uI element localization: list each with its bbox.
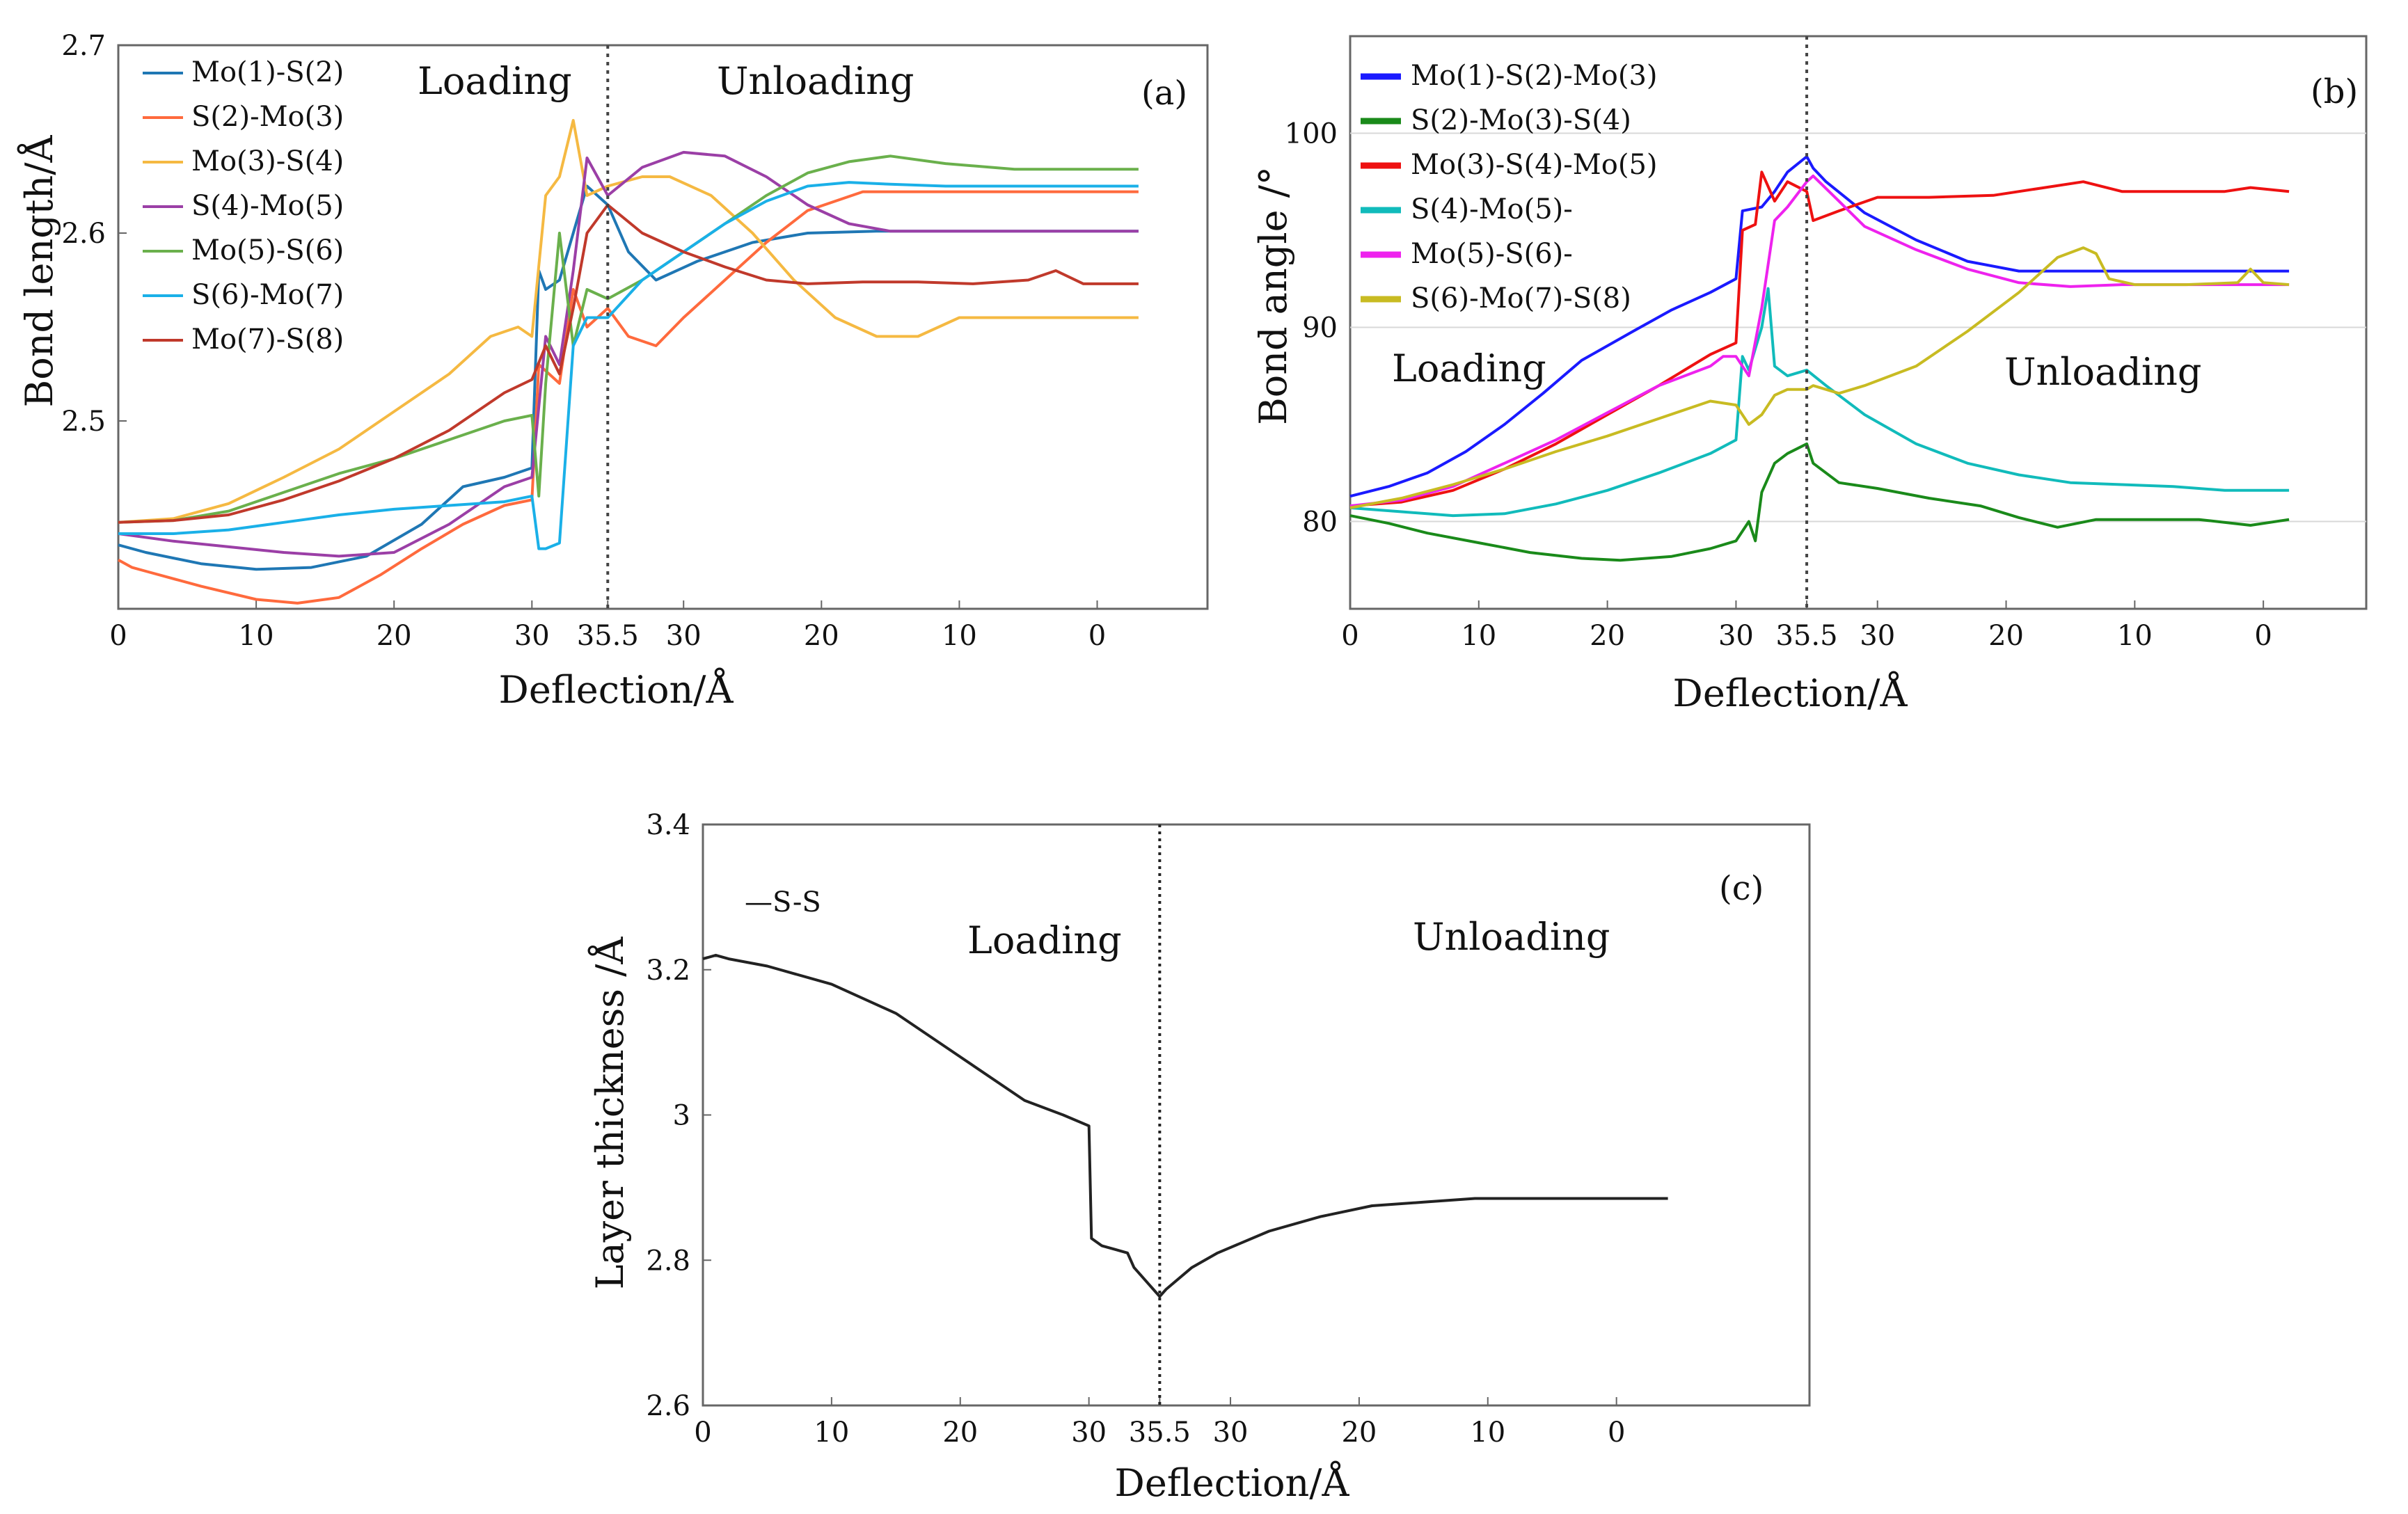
chart-b-legend-entry: S(4)-Mo(5)- — [1411, 193, 1573, 225]
chart-c-x-tick-label: 0 — [694, 1417, 711, 1449]
chart-a-x-tick-label: 0 — [109, 620, 127, 652]
chart-b-unloading-label: Unloading — [2004, 350, 2201, 394]
chart-b-loading-label: Loading — [1392, 346, 1546, 390]
chart-c-x-tick-label: 30 — [1213, 1417, 1249, 1449]
chart-a-x-tick-label: 10 — [239, 620, 274, 652]
chart-a-series-line — [118, 184, 1139, 571]
chart-a-series-line — [118, 181, 1139, 550]
chart-b-legend: Mo(1)-S(2)-Mo(3) S(2)-Mo(3)-S(4) Mo(3)-S(4… — [1361, 60, 1658, 314]
chart-a-panel-label: (a) — [1141, 74, 1187, 113]
chart-a-series-lines — [118, 119, 1139, 605]
chart-c-x-tick-label: 35.5 — [1129, 1417, 1191, 1449]
chart-b-series-line — [1349, 155, 2290, 498]
chart-a-loading-label: Loading — [418, 59, 572, 103]
chart-b-series-line — [1349, 442, 2290, 562]
chart-c-loading-label: Loading — [967, 918, 1122, 962]
chart-a-y-tick-label: 2.7 — [61, 30, 106, 62]
chart-c-x-axis-label: Deflection/Å — [1115, 1460, 1350, 1505]
chart-a-unloading-label: Unloading — [717, 59, 914, 103]
chart-b-x-tick-label: 20 — [1590, 620, 1625, 652]
chart-a-x-tick-label: 20 — [377, 620, 412, 652]
chart-a-series-line — [118, 119, 1139, 524]
chart-b-series-lines — [1349, 155, 2290, 562]
chart-c-x-tick-label: 20 — [1341, 1417, 1377, 1449]
chart-b-y-tick-label: 80 — [1302, 506, 1338, 538]
chart-c-y-tick-label: 2.8 — [646, 1245, 690, 1277]
chart-b-series-line — [1349, 287, 2290, 518]
chart-c-ticks: 0 10 20 30 35.5 30 20 10 02.62.833.23.4 — [646, 809, 1625, 1449]
chart-c-y-axis-label: Layer thickness /Å — [587, 937, 632, 1290]
chart-b-x-tick-label: 20 — [1988, 620, 2024, 652]
chart-a-series-line — [118, 154, 1139, 524]
chart-c-x-tick-label: 20 — [942, 1417, 978, 1449]
chart-a-legend-entry: Mo(3)-S(4) — [191, 145, 344, 177]
chart-b-series-line — [1349, 174, 2290, 508]
chart-c-series-line — [702, 953, 1668, 1298]
chart-a-legend-entry: Mo(1)-S(2) — [191, 56, 344, 88]
chart-c-x-tick-label: 10 — [1470, 1417, 1505, 1449]
chart-a-series-line — [118, 150, 1139, 558]
chart-b-x-axis-label: Deflection/Å — [1673, 670, 1908, 715]
chart-a-plot-frame — [117, 44, 1209, 610]
chart-b-plot-frame — [1349, 35, 2368, 610]
chart-a-legend-entry: S(2)-Mo(3) — [191, 101, 344, 133]
chart-a-x-axis-label: Deflection/Å — [499, 667, 734, 712]
chart-a-x-tick-label: 10 — [942, 620, 977, 652]
chart-b-y-tick-label: 90 — [1302, 312, 1338, 344]
chart-a-y-tick-label: 2.6 — [61, 218, 106, 250]
chart-a-series-line — [118, 203, 1139, 524]
chart-a-legend-entry: S(6)-Mo(7) — [191, 279, 344, 311]
chart-c-series-lines — [702, 953, 1668, 1298]
chart-b-legend-entry: S(2)-Mo(3)-S(4) — [1411, 104, 1631, 136]
chart-b-series-line — [1349, 246, 2290, 509]
chart-a-x-tick-label: 30 — [514, 620, 550, 652]
chart-b-series-line — [1349, 170, 2290, 508]
chart-a-ticks: 0 10 20 30 35.5 30 20 10 0 2.5 2.6 2.7 — [61, 30, 1106, 652]
chart-c-x-tick-label: 0 — [1608, 1417, 1625, 1449]
chart-c-panel-label: (c) — [1719, 869, 1764, 908]
chart-c-y-tick-label: 3 — [673, 1100, 690, 1132]
chart-a-x-tick-label: 30 — [666, 620, 702, 652]
chart-b-x-tick-label: 0 — [1341, 620, 1359, 652]
chart-b-x-tick-label: 0 — [2254, 620, 2272, 652]
chart-c-x-tick-label: 30 — [1071, 1417, 1107, 1449]
chart-a-y-axis-label: Bond length/Å — [16, 135, 61, 408]
chart-b-x-tick-label: 30 — [1718, 620, 1754, 652]
chart-a-legend: Mo(1)-S(2) S(2)-Mo(3) Mo(3)-S(4) S(4)-Mo(5)… — [143, 56, 344, 356]
chart-b-legend-entry: Mo(1)-S(2)-Mo(3) — [1411, 60, 1658, 92]
chart-b-x-tick-label: 10 — [1461, 620, 1496, 652]
chart-a-x-tick-label: 20 — [804, 620, 839, 652]
chart-c: 0 10 20 30 35.5 30 20 10 02.62.833.23.4 Loading … — [587, 809, 1811, 1505]
chart-b-x-tick-label: 10 — [2117, 620, 2153, 652]
chart-c-y-tick-label: 2.6 — [646, 1390, 690, 1422]
chart-a-y-tick-label: 2.5 — [61, 406, 106, 438]
chart-a-legend-entry: Mo(5)-S(6) — [191, 234, 344, 266]
chart-b-legend-entry: Mo(5)-S(6)- — [1411, 238, 1573, 270]
chart-c-y-tick-label: 3.4 — [646, 809, 690, 841]
chart-a-x-tick-label: 35.5 — [577, 620, 639, 652]
chart-a-legend-entry: Mo(7)-S(8) — [191, 324, 344, 356]
chart-b-legend-entry: Mo(3)-S(4)-Mo(5) — [1411, 149, 1658, 181]
chart-a-x-tick-label: 0 — [1088, 620, 1106, 652]
chart-b-y-axis-label: Bond angle /° — [1251, 166, 1295, 425]
chart-b-x-tick-label: 35.5 — [1776, 620, 1838, 652]
chart-b-gridlines — [1350, 132, 2366, 523]
chart-b-x-tick-label: 30 — [1860, 620, 1895, 652]
chart-b-y-tick-label: 100 — [1285, 118, 1338, 150]
chart-c-legend-entry: —S-S — [745, 886, 821, 918]
chart-a: 0 10 20 30 35.5 30 20 10 0 2.5 2.6 2.7 Loading Unlo… — [16, 30, 1209, 712]
chart-a-legend-entry: S(4)-Mo(5) — [191, 190, 344, 222]
chart-a-series-line — [118, 190, 1139, 605]
chart-c-unloading-label: Unloading — [1413, 915, 1610, 959]
chart-b-panel-label: (b) — [2311, 72, 2358, 111]
chart-c-x-tick-label: 10 — [814, 1417, 849, 1449]
chart-c-y-tick-label: 3.2 — [646, 955, 690, 987]
chart-b-legend-entry: S(6)-Mo(7)-S(8) — [1411, 282, 1631, 314]
